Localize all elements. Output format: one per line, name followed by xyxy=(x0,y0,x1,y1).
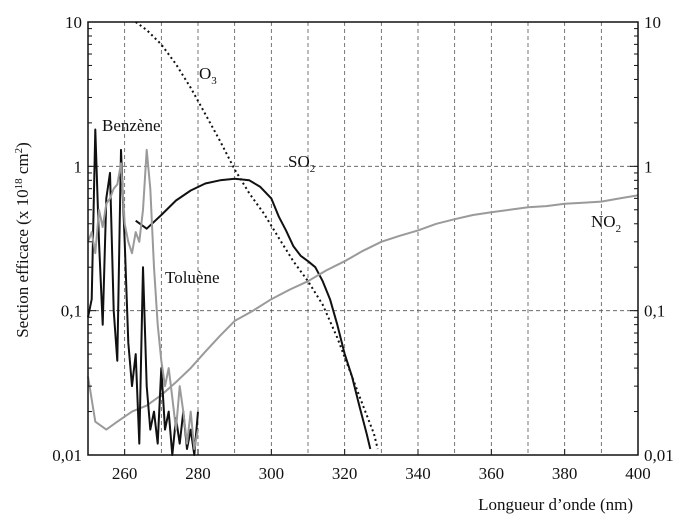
x-tick-label: 360 xyxy=(479,464,505,483)
x-tick-label: 340 xyxy=(405,464,431,483)
annotation-no2: NO2 xyxy=(591,212,621,235)
x-tick-label: 280 xyxy=(185,464,211,483)
series-layer xyxy=(87,21,639,456)
x-tick-label: 300 xyxy=(259,464,285,483)
annotation-benzene: Benzène xyxy=(102,116,161,135)
series-line-no2 xyxy=(87,194,639,431)
y-tick-label-right: 10 xyxy=(644,13,661,32)
annotation-o3: O3 xyxy=(199,64,217,87)
x-tick-label: 400 xyxy=(625,464,651,483)
ticks xyxy=(88,28,639,455)
x-tick-label: 260 xyxy=(112,464,138,483)
x-axis-label: Longueur d’onde (nm) xyxy=(478,495,633,514)
y-tick-label-left: 0,01 xyxy=(52,446,82,465)
y-tick-label-left: 1 xyxy=(74,157,83,176)
x-tick-label: 380 xyxy=(552,464,578,483)
y-axis-label: Section efficace (x 1018 cm2) xyxy=(13,142,32,338)
series-line-benzene xyxy=(87,128,199,456)
y-tick-label-right: 1 xyxy=(644,157,653,176)
annotation-toluene: Toluène xyxy=(165,268,220,287)
y-tick-label-left: 0,1 xyxy=(61,302,82,321)
series-line-toluene xyxy=(87,148,199,450)
y-tick-label-right: 0,01 xyxy=(644,446,674,465)
annotation-so2: SO2 xyxy=(288,152,315,175)
y-tick-label-left: 10 xyxy=(65,13,82,32)
series-line-so2 xyxy=(135,177,372,450)
y-tick-label-right: 0,1 xyxy=(644,302,665,321)
x-tick-label: 320 xyxy=(332,464,358,483)
plot-frame xyxy=(87,21,639,456)
